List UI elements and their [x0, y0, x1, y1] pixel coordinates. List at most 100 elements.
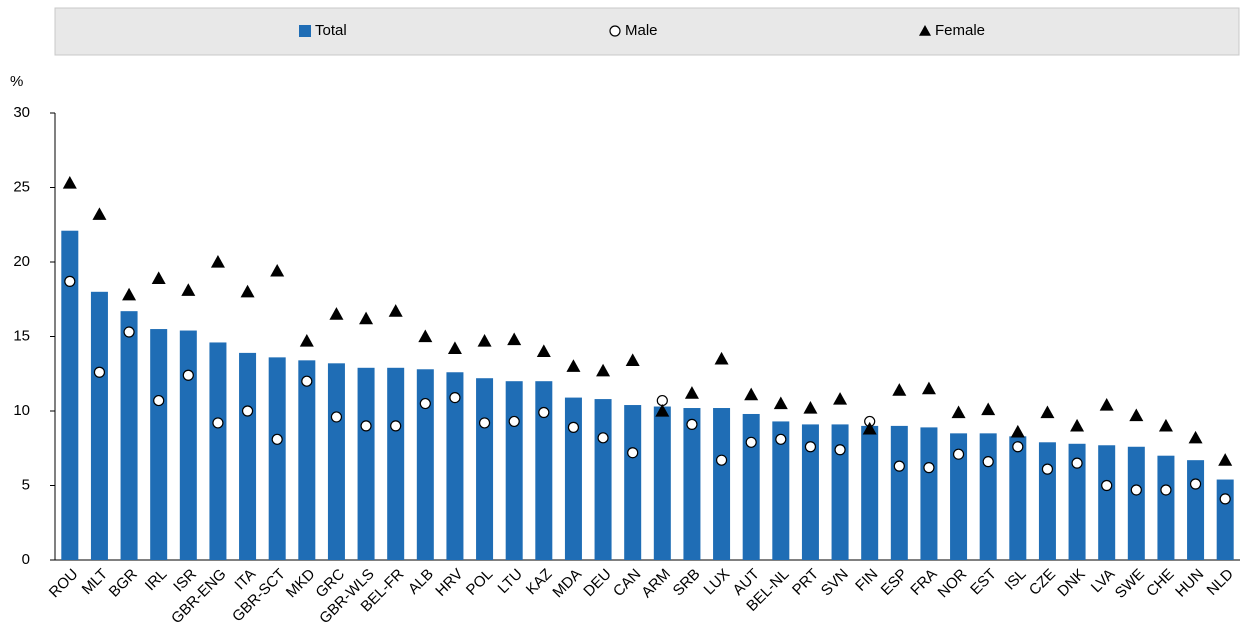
male-marker: [182, 369, 194, 381]
male-marker: [1071, 457, 1083, 469]
female-marker: [329, 307, 344, 320]
male-marker: [478, 417, 491, 429]
y-unit-label: %: [10, 73, 23, 90]
bar: [624, 405, 642, 560]
male-marker: [212, 417, 224, 429]
male-marker: [271, 433, 283, 445]
female-marker: [1129, 408, 1144, 422]
bar: [1068, 443, 1086, 560]
bar: [150, 329, 168, 560]
x-tick-label: NLD: [1204, 566, 1237, 599]
x-tick-label: SVN: [818, 566, 852, 600]
male-marker: [1012, 441, 1024, 453]
female-marker: [507, 332, 522, 346]
male-marker: [923, 462, 935, 474]
male-marker: [449, 391, 461, 404]
bar: [653, 406, 671, 560]
female-marker: [655, 404, 670, 417]
female-marker: [1099, 398, 1114, 411]
female-marker: [1158, 418, 1173, 432]
male-marker: [567, 421, 580, 433]
female-marker: [684, 386, 699, 399]
female-marker: [240, 284, 255, 298]
female-marker: [1010, 424, 1025, 438]
x-tick-label: CHE: [1143, 566, 1177, 600]
male-marker: [64, 275, 76, 287]
y-tick-label: 30: [13, 104, 30, 121]
x-tick-label: LUX: [701, 566, 734, 599]
bar: [564, 397, 582, 560]
female-marker: [862, 421, 877, 435]
male-marker: [715, 454, 728, 466]
female-marker: [418, 329, 433, 343]
male-marker: [952, 448, 965, 460]
y-tick-label: 0: [22, 551, 30, 568]
x-tick-label: MKD: [283, 566, 319, 602]
female-marker: [773, 396, 788, 410]
male-marker: [1189, 478, 1202, 490]
female-marker: [951, 405, 966, 419]
female-marker: [477, 333, 492, 347]
bar: [416, 369, 434, 560]
female-marker: [1188, 430, 1203, 444]
female-marker: [892, 383, 907, 396]
y-tick-label: 5: [22, 476, 30, 493]
male-marker: [1219, 493, 1231, 505]
x-tick-label: DEU: [580, 566, 614, 600]
male-marker: [301, 375, 313, 387]
bar: [950, 433, 968, 560]
bar: [357, 367, 375, 560]
bar: [298, 360, 316, 560]
female-marker: [181, 283, 196, 296]
x-tick-label: SRB: [670, 566, 704, 600]
y-tick-label: 25: [13, 178, 30, 195]
legend-label: Total: [315, 22, 347, 39]
female-marker: [388, 304, 403, 317]
bar: [90, 291, 108, 560]
female-marker: [359, 311, 374, 325]
male-marker: [330, 411, 343, 423]
male-marker: [390, 420, 402, 432]
bar: [742, 413, 760, 560]
legend-box: [54, 7, 1240, 56]
female-marker: [803, 401, 818, 414]
bar: [801, 424, 819, 560]
female-marker: [270, 263, 285, 277]
female-marker: [1040, 405, 1055, 419]
y-tick-label: 20: [13, 253, 30, 270]
bar: [535, 381, 553, 560]
y-tick-label: 10: [13, 402, 30, 419]
bar: [831, 424, 849, 560]
bar: [1009, 436, 1027, 560]
x-tick-label: ALB: [405, 566, 437, 598]
x-tick-label: ESP: [878, 566, 911, 599]
x-tick-label: IRL: [142, 566, 171, 595]
male-marker: [1041, 463, 1054, 475]
x-tick-label: ARM: [638, 566, 674, 602]
bar: [979, 433, 997, 560]
male-marker: [538, 406, 550, 419]
bar: [713, 408, 731, 560]
male-marker: [745, 436, 757, 448]
bar: [594, 399, 612, 560]
male-marker: [360, 420, 372, 432]
male-marker: [804, 441, 817, 453]
female-marker: [566, 359, 581, 372]
bar: [327, 363, 345, 560]
bar: [683, 408, 701, 560]
female-marker: [536, 344, 551, 357]
bar: [890, 425, 908, 560]
bar: [772, 421, 790, 560]
x-tick-label: CZE: [1026, 566, 1059, 599]
x-tick-label: ISL: [1002, 566, 1030, 594]
male-marker: [627, 447, 639, 459]
male-marker: [775, 433, 787, 445]
x-tick-label: DNK: [1054, 566, 1088, 600]
male-marker: [982, 456, 994, 468]
male-marker: [1101, 479, 1113, 492]
bar: [209, 342, 227, 560]
legend-swatch: [609, 25, 621, 37]
bar: [239, 352, 257, 560]
bar: [861, 425, 879, 560]
female-marker: [447, 341, 462, 355]
